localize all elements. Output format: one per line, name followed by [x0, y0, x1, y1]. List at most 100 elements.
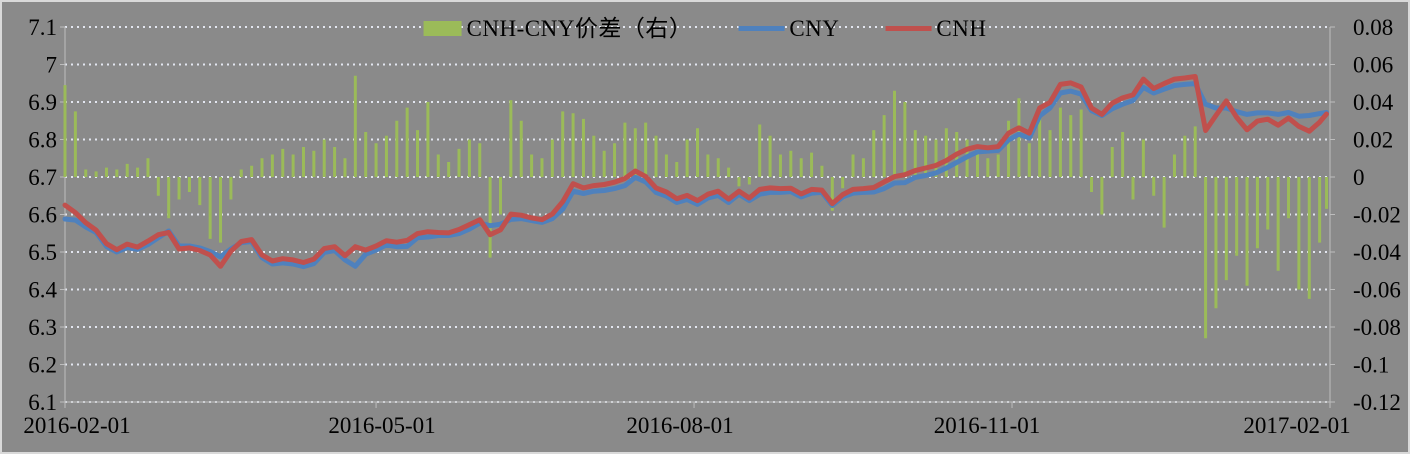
spread-bar — [913, 130, 917, 177]
spread-bar — [1245, 177, 1249, 286]
spread-bar — [519, 120, 523, 177]
spread-bar — [986, 158, 990, 177]
spread-bar — [644, 122, 648, 177]
spread-bar — [467, 139, 471, 177]
spread-bar — [872, 130, 876, 177]
spread-bar — [416, 130, 420, 177]
cnh-line-swatch-icon — [885, 26, 932, 31]
spread-bar — [167, 177, 171, 219]
spread-bar — [799, 158, 803, 177]
spread-bar — [270, 154, 274, 177]
spread-bar — [1214, 177, 1218, 309]
spread-bar — [882, 115, 886, 177]
spread-bar — [727, 167, 731, 177]
spread-bar — [426, 102, 430, 177]
spread-bar — [260, 158, 264, 177]
spread-bar — [104, 167, 108, 177]
left-axis-label: 6.9 — [28, 90, 57, 115]
spread-bar — [405, 107, 409, 177]
spread-bar — [488, 177, 492, 258]
left-axis-label: 6.1 — [28, 390, 57, 415]
spread-bar — [934, 139, 938, 177]
left-axis-label: 6.8 — [28, 128, 57, 153]
spread-bar — [975, 148, 979, 177]
spread-bar — [1224, 177, 1228, 281]
spread-bar — [758, 124, 762, 177]
spread-bar — [364, 132, 368, 177]
spread-bar — [219, 177, 223, 243]
spread-bar — [208, 177, 212, 239]
x-axis-label: 2017-02-01 — [1243, 413, 1350, 438]
spread-bar — [1235, 177, 1239, 256]
spread-bar — [851, 154, 855, 177]
spread-bar — [768, 135, 772, 177]
spread-bar — [830, 177, 834, 211]
left-axis-label: 6.6 — [28, 203, 57, 228]
left-axis-label: 6.4 — [28, 278, 57, 303]
spread-bar — [623, 122, 627, 177]
spread-bar — [581, 118, 585, 177]
spread-bar — [841, 177, 845, 189]
spread-bar — [924, 135, 928, 177]
left-axis-label: 7.1 — [28, 15, 57, 40]
spread-bar — [291, 154, 295, 177]
spread-bar — [73, 111, 77, 177]
legend-item-cny: CNY — [738, 17, 839, 40]
spread-bar — [312, 150, 316, 177]
spread-bar — [146, 158, 150, 177]
legend-label-cnh: CNH — [936, 16, 987, 41]
spread-bar — [602, 150, 606, 177]
right-axis-label: 0.04 — [1353, 90, 1394, 115]
spread-bar — [1069, 115, 1073, 177]
gridlines — [60, 26, 1335, 403]
spread-bar — [675, 162, 679, 177]
chart-legend: CNH-CNY价差（右） CNY CNH — [423, 16, 987, 41]
legend-item-spread: CNH-CNY价差（右） — [423, 16, 693, 41]
spread-bar — [893, 90, 897, 177]
spread-bar — [747, 177, 751, 185]
spread-bar — [664, 154, 668, 177]
spread-bar — [592, 135, 596, 177]
left-axis-label: 6.2 — [28, 353, 57, 378]
spread-bar — [1090, 177, 1094, 192]
spread-bar — [1110, 147, 1114, 177]
spread-bar — [281, 148, 285, 177]
spread-bar — [1007, 120, 1011, 177]
right-axis-label: -0.12 — [1353, 390, 1401, 415]
cnh-line — [62, 74, 1329, 269]
left-axis-label: 7 — [46, 53, 58, 78]
legend-label-spread: CNH-CNY价差（右） — [466, 16, 693, 41]
spread-bar — [447, 162, 451, 177]
left-axis-label: 6.7 — [28, 165, 57, 190]
spread-bar — [778, 154, 782, 177]
spread-bar — [706, 154, 710, 177]
spread-bar — [1131, 177, 1135, 200]
spread-bar — [63, 85, 67, 177]
spread-bar — [353, 75, 357, 177]
left-axis-label: 6.5 — [28, 240, 57, 265]
spread-bar — [996, 154, 1000, 177]
spread-bar — [1193, 126, 1197, 177]
spread-bar — [944, 128, 948, 177]
right-axis-label: -0.04 — [1353, 240, 1401, 265]
spread-bar — [633, 128, 637, 177]
spread-bar — [1121, 132, 1125, 177]
spread-bar — [530, 154, 534, 177]
spread-bar — [343, 158, 347, 177]
right-axis-label: -0.02 — [1353, 203, 1401, 228]
spread-bar — [301, 147, 305, 177]
spread-bar — [810, 152, 814, 177]
spread-bar — [374, 143, 378, 177]
spread-bar — [613, 143, 617, 177]
right-axis-label: 0.02 — [1353, 128, 1393, 153]
spread-bar — [696, 128, 699, 177]
spread-bar — [1276, 177, 1280, 271]
spread-bar — [1325, 177, 1329, 209]
spread-bar — [550, 139, 554, 177]
spread-bar — [716, 158, 720, 177]
spread-bar — [322, 139, 326, 177]
spread-bar — [1058, 107, 1062, 177]
spread-bar — [571, 113, 575, 177]
spread-bar — [1017, 98, 1021, 177]
